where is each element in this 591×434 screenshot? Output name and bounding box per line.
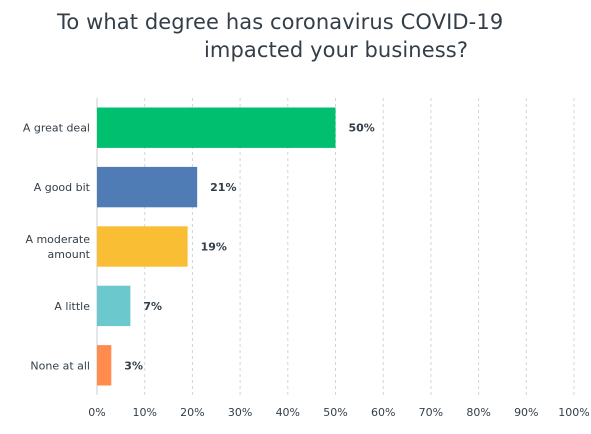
chart-title-line-1: To what degree has coronavirus COVID-19: [57, 10, 504, 34]
chart-title-line-2: impacted your business?: [204, 38, 469, 62]
category-label: A little: [54, 300, 90, 313]
x-tick-label: 50%: [323, 406, 347, 419]
data-label: 3%: [124, 359, 143, 372]
bar: [97, 285, 131, 327]
category-label: A good bit: [34, 181, 91, 194]
x-tick-label: 30%: [228, 406, 252, 419]
x-tick-label: 100%: [558, 406, 589, 419]
category-label: amount: [48, 248, 91, 261]
x-tick-label: 90%: [514, 406, 538, 419]
bar: [97, 226, 188, 267]
data-label: 21%: [210, 181, 236, 194]
category-label: A great deal: [23, 122, 90, 135]
x-tick-label: 0%: [88, 406, 105, 419]
x-tick-label: 20%: [180, 406, 204, 419]
data-label: 19%: [201, 241, 227, 254]
x-tick-label: 60%: [371, 406, 395, 419]
bar: [97, 107, 336, 148]
bar: [97, 166, 198, 208]
data-label: 7%: [143, 300, 162, 313]
category-label: None at all: [30, 359, 90, 372]
x-tick-label: 40%: [276, 406, 300, 419]
x-tick-label: 70%: [419, 406, 443, 419]
bar: [97, 345, 112, 386]
x-tick-label: 80%: [466, 406, 490, 419]
x-tick-label: 10%: [132, 406, 156, 419]
category-label: A moderate: [25, 233, 90, 246]
data-label: 50%: [349, 122, 375, 135]
